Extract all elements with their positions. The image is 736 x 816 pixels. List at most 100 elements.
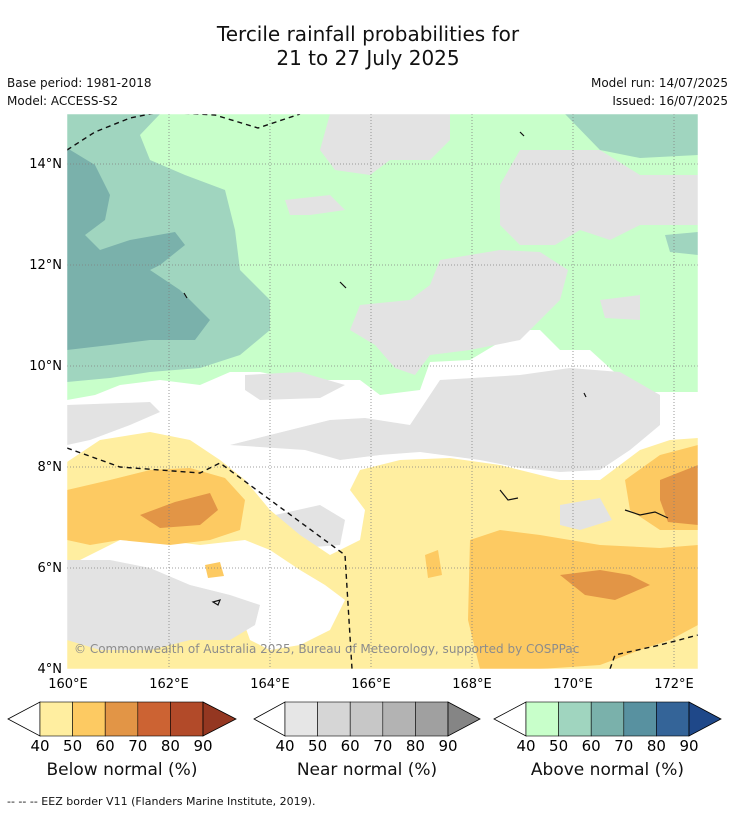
lon-label: 166°E — [351, 677, 391, 692]
below-normal-region — [560, 570, 650, 600]
colorbar-tick-label: 90 — [438, 737, 457, 755]
graticule — [67, 114, 698, 669]
near-normal-region — [67, 402, 160, 445]
colorbar-tick-label: 50 — [308, 737, 327, 755]
model-text: Model: ACCESS-S2 — [7, 94, 119, 108]
legend-caption-above: Above normal (%) — [530, 760, 685, 780]
map-regions — [67, 114, 698, 669]
near-normal-region — [600, 295, 640, 320]
island-mark — [499, 489, 519, 501]
colorbar-segment — [382, 701, 416, 737]
colorbar-tick-label: 40 — [30, 737, 49, 755]
lat-label: 10°N — [29, 359, 62, 374]
colorbar-low-arrow — [493, 701, 527, 737]
colorbar-segment — [72, 701, 106, 737]
colorbar-tick-label: 40 — [275, 737, 294, 755]
issued-text: Issued: 16/07/2025 — [612, 94, 728, 108]
colorbar-tick-label: 80 — [406, 737, 425, 755]
colorbar-tick-label: 90 — [679, 737, 698, 755]
map-title: Tercile rainfall probabilities for 21 to… — [0, 22, 736, 70]
island-mark — [211, 599, 222, 606]
colorbar-high-arrow — [688, 701, 722, 737]
colorbar-tick-label: 70 — [614, 737, 633, 755]
below-normal-region — [140, 493, 218, 528]
colorbar-tick-label: 60 — [341, 737, 360, 755]
colorbar-segment — [415, 701, 449, 737]
lon-label: 162°E — [149, 677, 189, 692]
lon-label: 164°E — [250, 677, 290, 692]
colorbar-tick-label: 60 — [96, 737, 115, 755]
colorbar-high-arrow — [447, 701, 481, 737]
near-normal-region — [500, 150, 698, 245]
legend-caption-below: Below normal (%) — [46, 760, 198, 780]
below-normal-region — [468, 530, 698, 669]
colorbar-above-normal: 40 50 60 70 80 90 — [493, 701, 722, 755]
colorbar-segment — [39, 701, 73, 737]
island-mark — [583, 392, 587, 398]
eez-border-line — [67, 447, 353, 669]
colorbar-low-arrow — [7, 701, 41, 737]
below-normal-region — [425, 550, 442, 578]
meta-left: Base period: 1981-2018 Model: ACCESS-S2 — [7, 74, 152, 110]
near-normal-region — [285, 195, 345, 215]
colorbar-tick-label: 80 — [647, 737, 666, 755]
below-normal-region — [67, 468, 245, 545]
rainfall-map: © Commonwealth of Australia 2025, Bureau… — [29, 113, 699, 692]
legend-caption-near: Near normal (%) — [296, 760, 438, 780]
eez-border — [67, 114, 698, 669]
below-normal-region — [660, 465, 698, 525]
lon-label: 160°E — [48, 677, 88, 692]
lat-label: 12°N — [29, 258, 62, 273]
colorbar-near-normal: 40 50 60 70 80 90 — [253, 701, 481, 755]
colorbar-segment — [170, 701, 204, 737]
colorbar-tick-label: 90 — [193, 737, 212, 755]
eez-footnote: -- -- -- EEZ border V11 (Flanders Marine… — [7, 795, 316, 808]
colorbar-tick-label: 50 — [549, 737, 568, 755]
base-period-text: Base period: 1981-2018 — [7, 76, 152, 90]
island-mark — [519, 131, 525, 137]
below-normal-region — [205, 562, 224, 578]
colorbar-segment — [317, 701, 351, 737]
near-normal-region — [350, 250, 568, 375]
lon-label: 170°E — [553, 677, 593, 692]
above-normal-region — [67, 148, 210, 350]
title-line-1: Tercile rainfall probabilities for — [216, 22, 520, 46]
colorbar-tick-label: 70 — [373, 737, 392, 755]
eez-border-line — [609, 634, 698, 669]
colorbar-high-arrow — [202, 701, 237, 737]
island-mark — [624, 509, 669, 519]
colorbar-segment — [104, 701, 139, 737]
map-frame — [66, 113, 699, 670]
above-normal-region — [665, 232, 698, 255]
colorbar-segment — [558, 701, 592, 737]
island-mark — [183, 292, 188, 299]
near-normal-region — [67, 560, 260, 650]
near-normal-region — [230, 368, 660, 472]
colorbar-tick-label: 60 — [582, 737, 601, 755]
colorbar-segment — [590, 701, 625, 737]
title-line-2: 21 to 27 July 2025 — [276, 46, 460, 70]
lat-label: 14°N — [29, 157, 62, 172]
colorbar-segment — [284, 701, 318, 737]
colorbar-segment — [525, 701, 559, 737]
colorbar-tick-label: 50 — [63, 737, 82, 755]
copyright-text: © Commonwealth of Australia 2025, Bureau… — [74, 642, 579, 656]
colorbar-below-normal: 40 50 60 70 80 90 — [7, 701, 237, 755]
lon-label: 172°E — [654, 677, 694, 692]
legend-colorbars: 40 50 60 70 80 90 40 50 60 70 80 90 40 50 60 70 80 90 — [7, 701, 722, 755]
colorbar-tick-label: 80 — [161, 737, 180, 755]
meta-right: Model run: 14/07/2025 Issued: 16/07/2025 — [591, 74, 728, 110]
colorbar-tick-label: 40 — [516, 737, 535, 755]
near-normal-region — [320, 114, 450, 175]
colorbar-low-arrow — [253, 701, 286, 737]
lat-label: 8°N — [38, 460, 63, 475]
colorbar-tick-label: 70 — [128, 737, 147, 755]
model-run-text: Model run: 14/07/2025 — [590, 76, 728, 90]
colorbar-segment — [137, 701, 171, 737]
colorbar-segment — [656, 701, 690, 737]
eez-border-line — [67, 114, 301, 151]
lat-label: 6°N — [38, 561, 63, 576]
island-marks — [183, 131, 669, 606]
colorbar-segment — [349, 701, 384, 737]
above-normal-region — [565, 114, 698, 158]
